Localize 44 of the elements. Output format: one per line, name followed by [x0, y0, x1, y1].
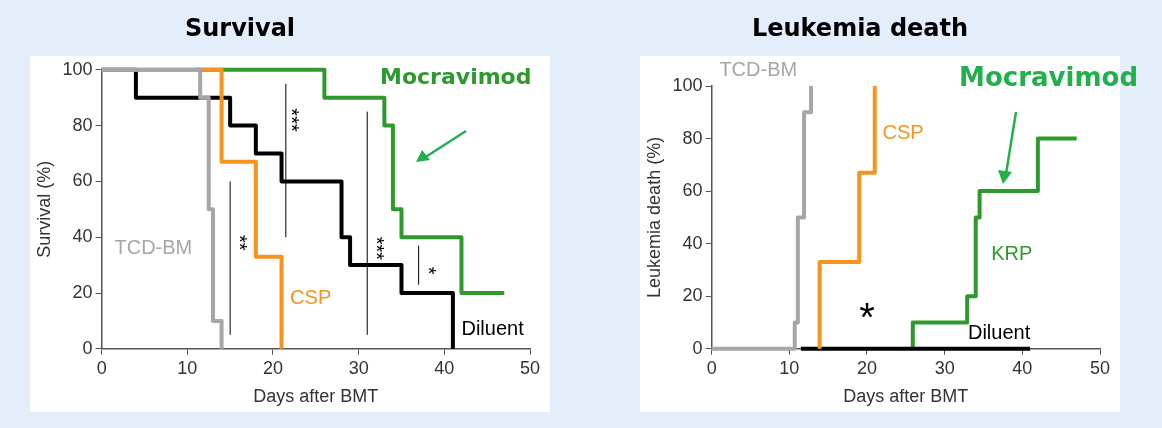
series-label: TCD-BM [719, 57, 798, 80]
x-axis-title: Days after BMT [253, 386, 379, 407]
x-tick-label: 20 [262, 357, 283, 378]
chart-title: Survival [183, 13, 297, 44]
y-axis-title: Survival (%) [33, 160, 54, 258]
series-label: CSP [290, 286, 332, 309]
y-tick-label: 20 [72, 281, 93, 302]
series-label: Diluent [967, 320, 1031, 343]
series-label: Diluent [461, 316, 525, 339]
series-label: TCD-BM [114, 235, 193, 258]
x-tick-label: 50 [1089, 357, 1111, 378]
y-tick-label: 0 [82, 337, 93, 358]
y-tick-label: 40 [682, 232, 703, 253]
y-tick-label: 80 [682, 127, 703, 148]
y-tick-label: 80 [72, 114, 93, 135]
x-tick-label: 40 [1012, 357, 1033, 378]
x-tick-label: 40 [434, 357, 455, 378]
y-tick-label: 60 [682, 180, 703, 201]
x-tick-label: 10 [177, 357, 198, 378]
series-label: CSP [882, 120, 924, 143]
annotation: *** [280, 108, 303, 132]
series-label: KRP [991, 241, 1033, 264]
y-tick-label: 100 [62, 58, 93, 79]
x-tick-label: 50 [519, 357, 541, 378]
x-tick-label: 30 [348, 357, 369, 378]
y-tick-label: 40 [72, 226, 93, 247]
x-tick-label: 0 [706, 357, 717, 378]
annotation: * [417, 266, 440, 275]
y-tick-label: 60 [72, 170, 93, 191]
y-axis-title: Leukemia death (%) [643, 136, 664, 298]
y-tick-label: 100 [672, 74, 703, 95]
x-tick-label: 20 [856, 357, 877, 378]
x-tick-label: 10 [779, 357, 800, 378]
y-tick-label: 20 [682, 285, 703, 306]
annotation: ** [229, 234, 252, 251]
x-tick-label: 30 [934, 357, 955, 378]
annotation: * [859, 295, 875, 340]
y-tick-label: 0 [692, 337, 703, 358]
chart-title: Leukemia death [750, 13, 970, 44]
annotation: Mocravimod [959, 62, 1138, 92]
x-tick-label: 0 [96, 357, 107, 378]
annotation: *** [366, 236, 389, 261]
series-label: Mocravimod [380, 63, 532, 89]
x-axis-title: Days after BMT [843, 386, 969, 407]
